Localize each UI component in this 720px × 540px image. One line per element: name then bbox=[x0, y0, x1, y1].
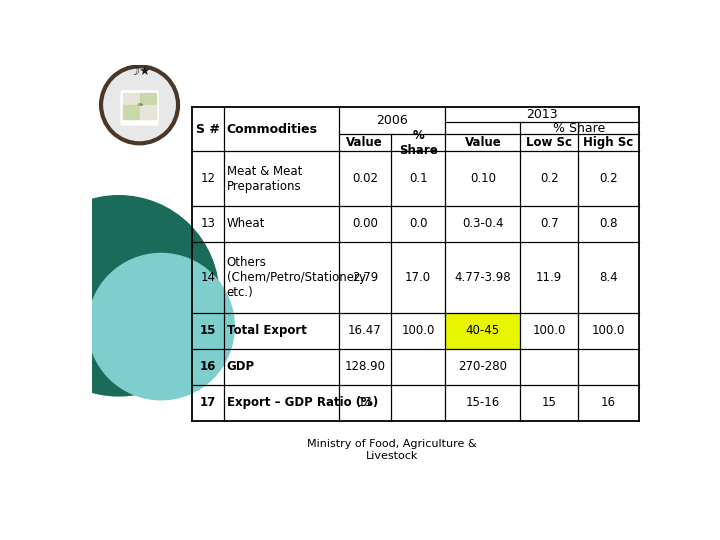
Text: 0.10: 0.10 bbox=[470, 172, 496, 185]
Text: S #: S # bbox=[196, 123, 220, 136]
Text: 16: 16 bbox=[600, 396, 616, 409]
Text: Value: Value bbox=[464, 136, 501, 149]
Text: 40-45: 40-45 bbox=[466, 325, 500, 338]
Text: 0.7: 0.7 bbox=[540, 217, 559, 230]
Circle shape bbox=[101, 66, 178, 143]
Text: ❧: ❧ bbox=[136, 100, 143, 109]
Text: Wheat: Wheat bbox=[227, 217, 265, 230]
Text: 15-16: 15-16 bbox=[466, 396, 500, 409]
Text: 0.3-0.4: 0.3-0.4 bbox=[462, 217, 504, 230]
Text: ☽★: ☽★ bbox=[128, 64, 150, 77]
Bar bbox=[446, 313, 521, 349]
Text: 2.79: 2.79 bbox=[351, 271, 378, 284]
Text: High Sc: High Sc bbox=[583, 136, 634, 149]
Text: 100.0: 100.0 bbox=[401, 325, 435, 338]
Text: GDP: GDP bbox=[227, 360, 255, 373]
Text: 14: 14 bbox=[200, 271, 215, 284]
Text: Commodities: Commodities bbox=[227, 123, 318, 136]
Text: 12: 12 bbox=[200, 172, 215, 185]
Text: 11.9: 11.9 bbox=[536, 271, 562, 284]
Text: 0.1: 0.1 bbox=[409, 172, 428, 185]
Text: 17: 17 bbox=[199, 396, 216, 409]
Text: 0.0: 0.0 bbox=[409, 217, 428, 230]
Text: Meat & Meat
Preparations: Meat & Meat Preparations bbox=[227, 165, 302, 193]
Text: Low Sc: Low Sc bbox=[526, 136, 572, 149]
Text: 13: 13 bbox=[200, 217, 215, 230]
Text: 0.2: 0.2 bbox=[599, 172, 618, 185]
FancyBboxPatch shape bbox=[121, 91, 158, 125]
Text: 15: 15 bbox=[541, 396, 557, 409]
Text: 4.77-3.98: 4.77-3.98 bbox=[454, 271, 511, 284]
Text: 0.2: 0.2 bbox=[540, 172, 559, 185]
Circle shape bbox=[88, 253, 234, 400]
Text: 270-280: 270-280 bbox=[459, 360, 508, 373]
Text: Total Export: Total Export bbox=[227, 325, 307, 338]
Text: Export – GDP Ratio (%): Export – GDP Ratio (%) bbox=[227, 396, 378, 409]
Text: 16.47: 16.47 bbox=[348, 325, 382, 338]
Text: 0.8: 0.8 bbox=[599, 217, 618, 230]
Text: 0.00: 0.00 bbox=[352, 217, 378, 230]
Text: Value: Value bbox=[346, 136, 383, 149]
Circle shape bbox=[19, 195, 219, 396]
Text: 2013: 2013 bbox=[526, 108, 558, 121]
Text: 100.0: 100.0 bbox=[592, 325, 625, 338]
Text: Others
(Chem/Petro/Stationery
etc.): Others (Chem/Petro/Stationery etc.) bbox=[227, 256, 366, 299]
Text: 2006: 2006 bbox=[377, 114, 408, 127]
Text: 16: 16 bbox=[199, 360, 216, 373]
Text: 0.02: 0.02 bbox=[352, 172, 378, 185]
Text: %
Share: % Share bbox=[399, 129, 438, 157]
Text: 8.4: 8.4 bbox=[599, 271, 618, 284]
Text: 17.0: 17.0 bbox=[405, 271, 431, 284]
Text: Ministry of Food, Agriculture &
Livestock: Ministry of Food, Agriculture & Livestoc… bbox=[307, 439, 477, 461]
Text: 128.90: 128.90 bbox=[344, 360, 385, 373]
Text: % Share: % Share bbox=[553, 122, 606, 134]
Text: 100.0: 100.0 bbox=[533, 325, 566, 338]
Text: 13: 13 bbox=[357, 396, 372, 409]
Text: 15: 15 bbox=[199, 325, 216, 338]
